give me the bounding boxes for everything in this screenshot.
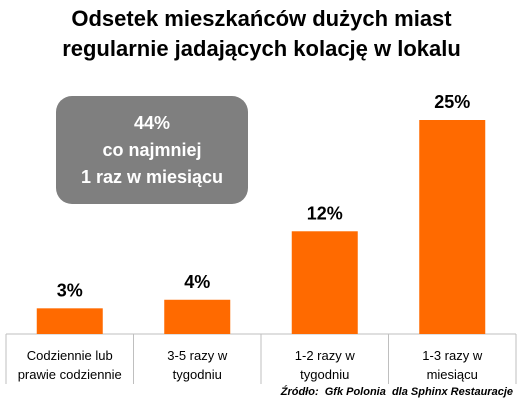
source-note: Źródło: Gfk Polonia dla Sphinx Restaurac… bbox=[280, 386, 513, 398]
chart-title-line-2: regularnie jadających kolację w lokalu bbox=[62, 36, 461, 61]
chart-title-line-1: Odsetek mieszkańców dużych miast bbox=[71, 6, 452, 31]
x-tick-label: miesiącu bbox=[427, 367, 478, 382]
bar bbox=[291, 231, 358, 334]
annotation-line-2: co najmniej bbox=[102, 139, 202, 160]
bar bbox=[164, 299, 231, 334]
annotation-box: 44% co najmniej 1 raz w miesiącu bbox=[56, 96, 248, 204]
x-tick-label: prawie codziennie bbox=[18, 367, 122, 382]
x-tick-label: tygodniu bbox=[300, 367, 349, 382]
x-tick-label: 1-3 razy w bbox=[422, 348, 483, 363]
x-tick-label: Codziennie lub bbox=[27, 348, 113, 363]
data-label: 12% bbox=[307, 203, 343, 223]
bar bbox=[36, 308, 103, 334]
bar bbox=[419, 120, 486, 334]
annotation-line-1: 44% bbox=[133, 112, 171, 133]
x-tick-label: 1-2 razy w bbox=[295, 348, 356, 363]
data-label: 4% bbox=[184, 272, 210, 292]
data-label: 25% bbox=[434, 92, 470, 112]
data-label: 3% bbox=[57, 280, 83, 300]
chart-title: Odsetek mieszkańców dużych miast regular… bbox=[0, 4, 523, 64]
x-tick-label: 3-5 razy w bbox=[167, 348, 228, 363]
x-tick-label: tygodniu bbox=[173, 367, 222, 382]
annotation-line-3: 1 raz w miesiącu bbox=[80, 166, 224, 187]
